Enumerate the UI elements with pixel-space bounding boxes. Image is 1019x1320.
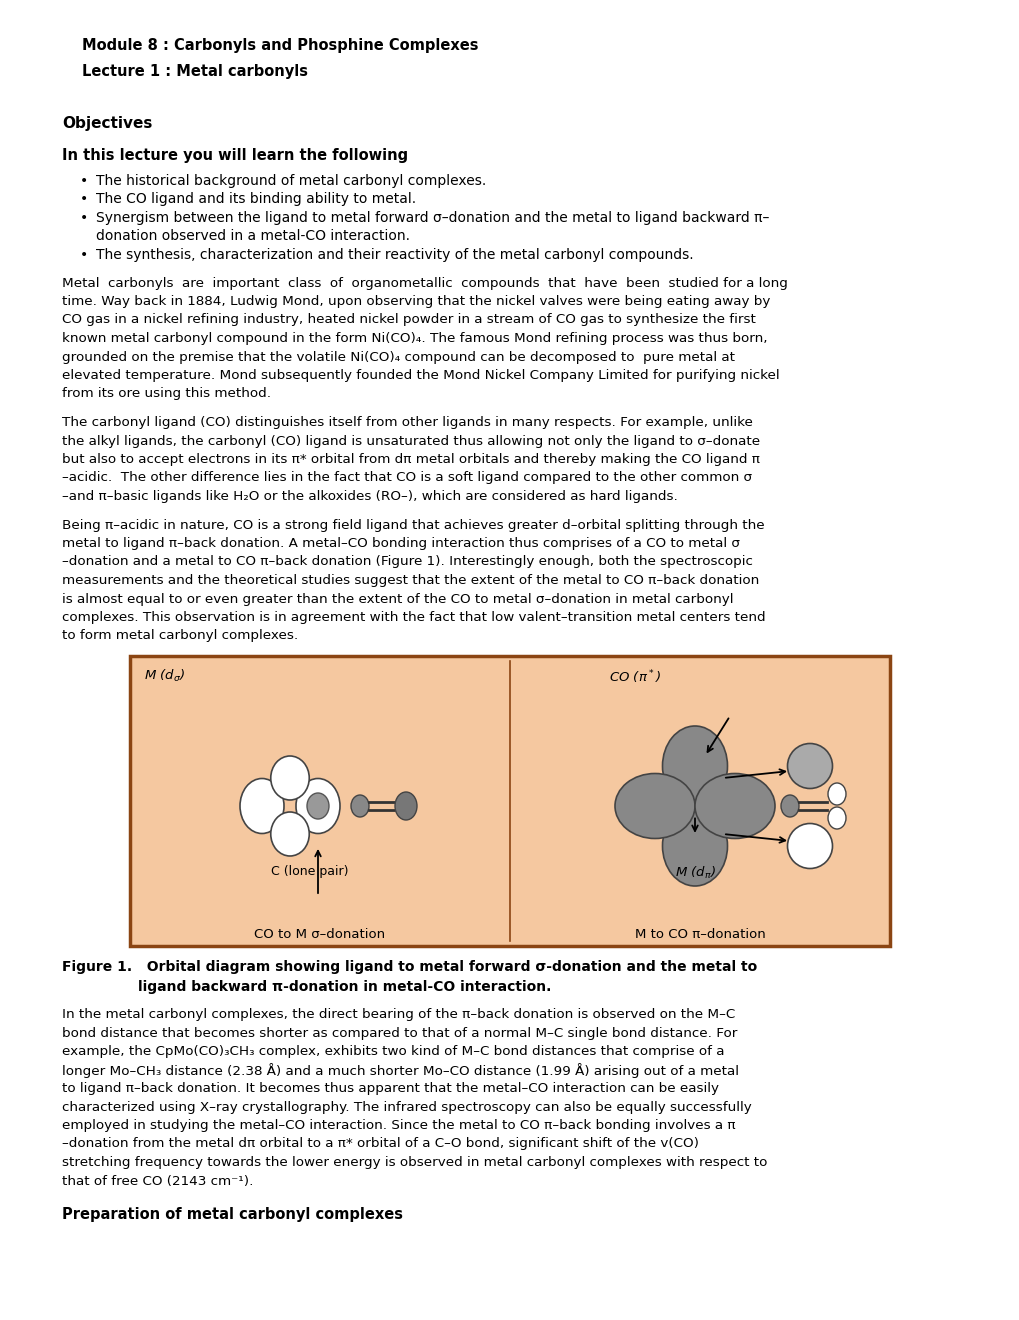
Text: Figure 1.   Orbital diagram showing ligand to metal forward σ-donation and the m: Figure 1. Orbital diagram showing ligand… [62,960,756,974]
Text: •: • [79,248,89,261]
Text: grounded on the premise that the volatile Ni(CO)₄ compound can be decomposed to : grounded on the premise that the volatil… [62,351,735,363]
Text: –donation from the metal dπ orbital to a π* orbital of a C–O bond, significant s: –donation from the metal dπ orbital to a… [62,1138,698,1151]
Text: to form metal carbonyl complexes.: to form metal carbonyl complexes. [62,630,298,643]
Ellipse shape [394,792,417,820]
Text: that of free CO (2143 cm⁻¹).: that of free CO (2143 cm⁻¹). [62,1175,254,1188]
Ellipse shape [270,812,309,855]
Text: Lecture 1 : Metal carbonyls: Lecture 1 : Metal carbonyls [82,63,308,79]
Text: CO gas in a nickel refining industry, heated nickel powder in a stream of CO gas: CO gas in a nickel refining industry, he… [62,314,755,326]
Ellipse shape [239,779,283,833]
Ellipse shape [781,795,798,817]
Text: complexes. This observation is in agreement with the fact that low valent–transi: complexes. This observation is in agreem… [62,611,765,624]
Text: Module 8 : Carbonyls and Phosphine Complexes: Module 8 : Carbonyls and Phosphine Compl… [82,38,478,53]
Text: to ligand π–back donation. It becomes thus apparent that the metal–CO interactio: to ligand π–back donation. It becomes th… [62,1082,718,1096]
Ellipse shape [662,726,727,807]
Text: example, the CpMo(CO)₃CH₃ complex, exhibits two kind of M–C bond distances that : example, the CpMo(CO)₃CH₃ complex, exhib… [62,1045,723,1059]
Text: Objectives: Objectives [62,116,152,131]
Text: Synergism between the ligand to metal forward σ–donation and the metal to ligand: Synergism between the ligand to metal fo… [96,211,768,224]
Text: The synthesis, characterization and their reactivity of the metal carbonyl compo: The synthesis, characterization and thei… [96,248,693,261]
Text: –acidic.  The other difference lies in the fact that CO is a soft ligand compare: –acidic. The other difference lies in th… [62,471,751,484]
Text: Preparation of metal carbonyl complexes: Preparation of metal carbonyl complexes [62,1206,403,1222]
Ellipse shape [827,783,845,805]
Text: time. Way back in 1884, Ludwig Mond, upon observing that the nickel valves were : time. Way back in 1884, Ludwig Mond, upo… [62,294,769,308]
Text: Being π–acidic in nature, CO is a strong field ligand that achieves greater d–or: Being π–acidic in nature, CO is a strong… [62,519,764,532]
Text: M to CO π–donation: M to CO π–donation [634,928,764,941]
Text: •: • [79,174,89,187]
Text: the alkyl ligands, the carbonyl (CO) ligand is unsaturated thus allowing not onl: the alkyl ligands, the carbonyl (CO) lig… [62,434,759,447]
Ellipse shape [307,793,329,818]
Text: –and π–basic ligands like H₂O or the alkoxides (RO–), which are considered as ha: –and π–basic ligands like H₂O or the alk… [62,490,678,503]
Text: •: • [79,193,89,206]
Text: Metal  carbonyls  are  important  class  of  organometallic  compounds  that  ha: Metal carbonyls are important class of o… [62,276,787,289]
Ellipse shape [787,824,832,869]
Text: ligand backward π-donation in metal-CO interaction.: ligand backward π-donation in metal-CO i… [138,979,551,994]
Text: The CO ligand and its binding ability to metal.: The CO ligand and its binding ability to… [96,193,416,206]
Text: In the metal carbonyl complexes, the direct bearing of the π–back donation is ob: In the metal carbonyl complexes, the dir… [62,1008,735,1020]
Text: longer Mo–CH₃ distance (2.38 Å) and a much shorter Mo–CO distance (1.99 Å) arisi: longer Mo–CH₃ distance (2.38 Å) and a mu… [62,1064,739,1078]
Text: but also to accept electrons in its π* orbital from dπ metal orbitals and thereb: but also to accept electrons in its π* o… [62,453,759,466]
Text: is almost equal to or even greater than the extent of the CO to metal σ–donation: is almost equal to or even greater than … [62,593,733,606]
Text: elevated temperature. Mond subsequently founded the Mond Nickel Company Limited : elevated temperature. Mond subsequently … [62,370,779,381]
Ellipse shape [270,756,309,800]
Text: characterized using X–ray crystallography. The infrared spectroscopy can also be: characterized using X–ray crystallograph… [62,1101,751,1114]
Text: M ($d_{\sigma}$): M ($d_{\sigma}$) [144,668,185,684]
Ellipse shape [296,779,339,833]
Text: The historical background of metal carbonyl complexes.: The historical background of metal carbo… [96,174,486,187]
Text: •: • [79,211,89,224]
Text: stretching frequency towards the lower energy is observed in metal carbonyl comp: stretching frequency towards the lower e… [62,1156,766,1170]
Text: bond distance that becomes shorter as compared to that of a normal M–C single bo: bond distance that becomes shorter as co… [62,1027,737,1040]
Text: –donation and a metal to CO π–back donation (Figure 1). Interestingly enough, bo: –donation and a metal to CO π–back donat… [62,556,752,569]
Ellipse shape [827,807,845,829]
Text: metal to ligand π–back donation. A metal–CO bonding interaction thus comprises o: metal to ligand π–back donation. A metal… [62,537,739,550]
Ellipse shape [662,807,727,886]
Text: donation observed in a metal-CO interaction.: donation observed in a metal-CO interact… [96,230,410,243]
Text: known metal carbonyl compound in the form Ni(CO)₄. The famous Mond refining proc: known metal carbonyl compound in the for… [62,333,767,345]
Ellipse shape [787,743,832,788]
Text: C (lone pair): C (lone pair) [271,865,348,878]
FancyBboxPatch shape [129,656,890,946]
Text: CO ($\pi^*$): CO ($\pi^*$) [608,668,660,685]
Text: employed in studying the metal–CO interaction. Since the metal to CO π–back bond: employed in studying the metal–CO intera… [62,1119,735,1133]
Text: M ($d_{\pi}$): M ($d_{\pi}$) [674,865,714,880]
Text: measurements and the theoretical studies suggest that the extent of the metal to: measurements and the theoretical studies… [62,574,758,587]
Text: In this lecture you will learn the following: In this lecture you will learn the follo… [62,148,408,162]
Text: The carbonyl ligand (CO) distinguishes itself from other ligands in many respect: The carbonyl ligand (CO) distinguishes i… [62,416,752,429]
Text: CO to M σ–donation: CO to M σ–donation [254,928,385,941]
Text: from its ore using this method.: from its ore using this method. [62,388,271,400]
Ellipse shape [614,774,694,838]
Ellipse shape [351,795,369,817]
Ellipse shape [694,774,774,838]
